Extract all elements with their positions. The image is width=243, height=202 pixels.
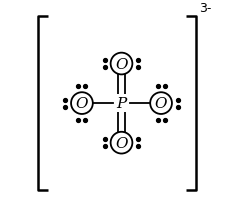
- Text: O: O: [155, 97, 167, 110]
- Text: O: O: [76, 97, 88, 110]
- Text: O: O: [115, 57, 128, 71]
- Circle shape: [111, 132, 132, 154]
- Text: P: P: [116, 97, 127, 110]
- Text: O: O: [115, 136, 128, 150]
- Circle shape: [71, 93, 93, 114]
- Text: 3-: 3-: [199, 2, 211, 15]
- Circle shape: [150, 93, 172, 114]
- Circle shape: [111, 53, 132, 75]
